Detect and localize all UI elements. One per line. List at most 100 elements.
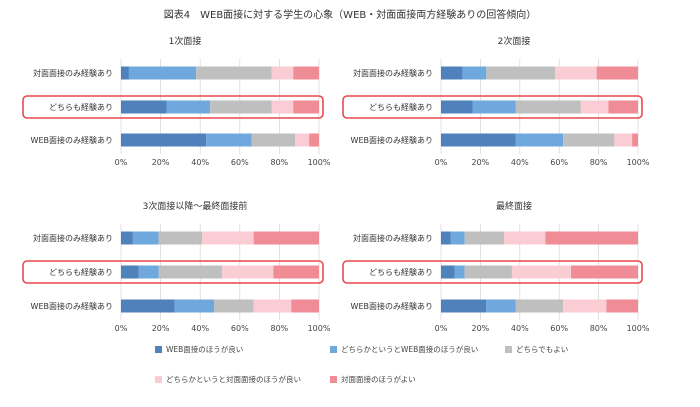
legend-label: 対面面接のほうがよい — [341, 375, 416, 384]
x-tick-label: 20% — [472, 324, 490, 333]
bar-segment — [511, 265, 572, 279]
bar-segment — [441, 100, 473, 114]
bar-segment — [121, 133, 207, 147]
bar-segment — [563, 299, 607, 313]
bar-segment — [472, 100, 516, 114]
category-label: WEB面接のみ経験あり — [31, 135, 113, 145]
bar-segment — [253, 231, 319, 245]
chart-title: 3次面接以降～最終面接前 — [143, 200, 248, 212]
legend-label: どちらかというとWEB面接のほうが良い — [341, 345, 479, 354]
bar-segment — [253, 299, 292, 313]
legend-swatch — [505, 346, 512, 353]
bar-segment — [450, 231, 465, 245]
chart-panel-1: 1次面接 0% 20% 40% 60% 80% 100% 対面面接のみ経験ありどちらも経験あり… — [22, 35, 331, 167]
legend-swatch — [155, 346, 162, 353]
bar-segment — [486, 299, 516, 313]
bar-segment — [571, 265, 638, 279]
x-tick-label: 0% — [115, 158, 128, 167]
bar-segment — [158, 231, 203, 245]
x-tick-label: 20% — [472, 158, 490, 167]
bar-segment — [121, 231, 133, 245]
x-tick-label: 80% — [271, 324, 289, 333]
bar-segment — [132, 231, 159, 245]
bar-segment — [121, 299, 175, 313]
chart-title: 1次面接 — [169, 35, 202, 47]
bar-segment — [206, 133, 252, 147]
x-tick-label: 100% — [308, 324, 331, 333]
bar-segment — [196, 66, 272, 80]
bar-segment — [441, 133, 516, 147]
bar-segment — [504, 231, 546, 245]
bar-segment — [121, 66, 129, 80]
category-label: WEB面接のみ経験あり — [351, 301, 433, 311]
bar-segment — [128, 66, 197, 80]
x-tick-label: 60% — [231, 324, 249, 333]
x-tick-label: 20% — [152, 158, 170, 167]
legend-label: どちらでもよい — [516, 345, 569, 354]
bar-segment — [214, 299, 254, 313]
x-tick-label: 80% — [590, 158, 608, 167]
x-tick-label: 0% — [435, 324, 448, 333]
legend-label: WEB面接のほうが良い — [166, 345, 244, 354]
highlight-box — [22, 95, 324, 119]
legend-label: どちらかというと対面面接のほうが良い — [166, 375, 301, 384]
x-tick-label: 0% — [435, 158, 448, 167]
highlight-box — [342, 260, 643, 284]
x-tick-label: 100% — [627, 324, 650, 333]
category-label: WEB面接のみ経験あり — [351, 135, 433, 145]
bar-segment — [606, 299, 638, 313]
legend-swatch — [330, 346, 337, 353]
bar-segment — [464, 231, 505, 245]
chart-title: 最終面接 — [496, 200, 532, 212]
bar-segment — [596, 66, 638, 80]
category-label: 対面面接のみ経験あり — [353, 68, 433, 78]
category-label: どちらも経験あり — [49, 102, 113, 112]
legend-item: WEB面接のほうが良い — [155, 344, 243, 355]
bar-segment — [580, 100, 609, 114]
bar-segment — [486, 66, 556, 80]
legend-item: どちらかというと対面面接のほうが良い — [155, 374, 301, 385]
bar-segment — [291, 299, 319, 313]
bar-segment — [632, 133, 638, 147]
x-tick-label: 0% — [115, 324, 128, 333]
x-tick-label: 60% — [550, 324, 568, 333]
bar-segment — [441, 231, 451, 245]
bar-segment — [202, 231, 254, 245]
bar-segment — [166, 100, 211, 114]
category-label: どちらも経験あり — [369, 102, 433, 112]
chart-panel-3: 3次面接以降～最終面接前 0% 20% 40% 60% 80% 100% 対面面接のみ経験あり… — [22, 200, 331, 333]
chart-panel-4: 最終面接 0% 20% 40% 60% 80% 100% 対面面接のみ経験ありどちらも経験あり… — [342, 200, 650, 333]
bar-segment — [515, 299, 564, 313]
bar-segment — [210, 100, 272, 114]
x-tick-label: 100% — [627, 158, 650, 167]
category-label: WEB面接のみ経験あり — [31, 301, 113, 311]
highlight-box — [22, 260, 324, 284]
bar-segment — [441, 299, 487, 313]
bar-segment — [121, 265, 139, 279]
bar-segment — [271, 100, 294, 114]
bar-segment — [174, 299, 215, 313]
x-tick-label: 20% — [152, 324, 170, 333]
bar-segment — [273, 265, 319, 279]
highlight-box — [342, 95, 643, 119]
bar-segment — [295, 133, 310, 147]
category-label: どちらも経験あり — [369, 267, 433, 277]
category-label: どちらも経験あり — [49, 267, 113, 277]
category-label: 対面面接のみ経験あり — [33, 233, 113, 243]
category-label: 対面面接のみ経験あり — [33, 68, 113, 78]
bar-segment — [464, 265, 512, 279]
x-tick-label: 40% — [191, 324, 209, 333]
bar-segment — [545, 231, 638, 245]
bar-segment — [608, 100, 638, 114]
chart-panel-2: 2次面接 0% 20% 40% 60% 80% 100% 対面面接のみ経験ありどちらも経験あり… — [342, 35, 650, 167]
x-tick-label: 40% — [511, 324, 529, 333]
legend-item: 対面面接のほうがよい — [330, 374, 416, 385]
x-tick-label: 100% — [308, 158, 331, 167]
chart-title: 2次面接 — [498, 35, 531, 47]
bar-segment — [158, 265, 222, 279]
x-tick-label: 40% — [511, 158, 529, 167]
category-label: 対面面接のみ経験あり — [353, 233, 433, 243]
bar-segment — [138, 265, 159, 279]
